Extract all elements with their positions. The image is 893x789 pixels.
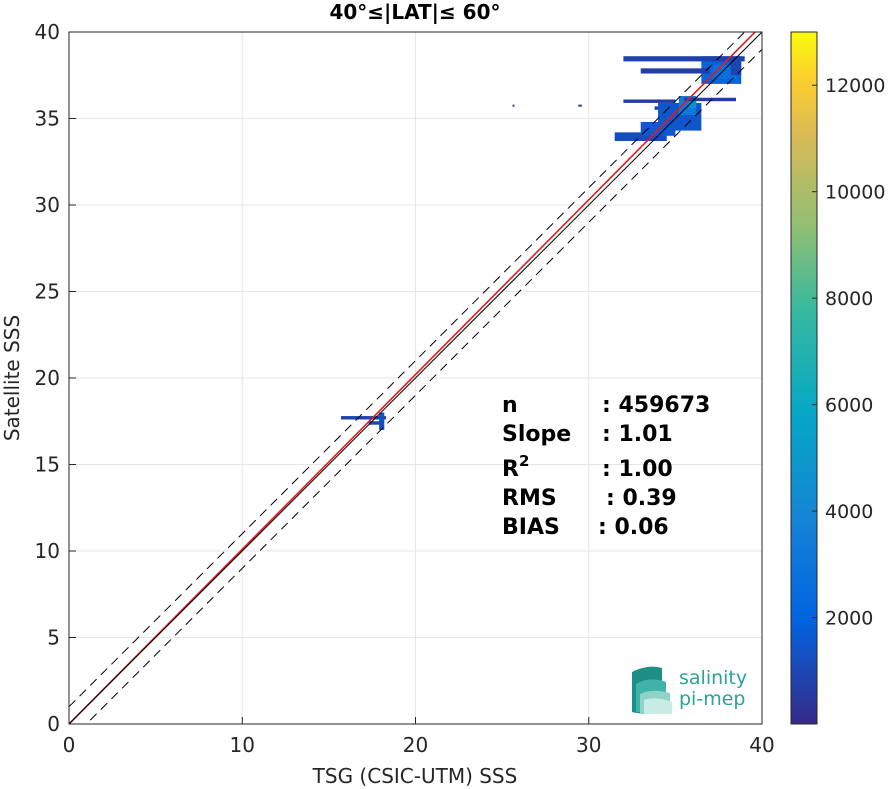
density-cell [379,412,385,430]
stat-rms-label: RMS [502,486,557,511]
density-cell [614,132,667,141]
stat-bias-value: : 0.06 [598,515,669,540]
y-axis: 0 5 10 15 20 25 30 35 40 [35,20,76,736]
salinity-pimep-logo: salinity pi-mep [632,666,747,714]
y-tick-label: 0 [47,712,60,736]
reference-lines [69,32,762,724]
y-tick-label: 40 [35,20,60,44]
y-tick-label: 25 [35,280,60,304]
x-tick-label: 10 [230,733,255,757]
density-cell [368,421,381,425]
colorbar-tick-label: 8000 [825,288,873,310]
colorbar-tick-label: 2000 [825,608,873,630]
density-cell [689,101,697,109]
density-cell [730,57,742,76]
logo-text-pimep: pi-mep [679,688,745,710]
stat-bias-label: BIAS [502,515,560,540]
regression-line [69,32,757,724]
y-tick-label: 5 [47,626,60,650]
y-tick-label: 35 [35,107,60,131]
colorbar [791,32,817,724]
colorbar-tick-label: 10000 [825,182,885,204]
y-axis-label: Satellite SSS [0,315,24,441]
density-cell [512,104,515,107]
colorbar-axis: 2000 4000 6000 8000 10000 12000 [812,75,885,630]
stat-n-label: n [502,393,518,418]
colorbar-tick-label: 4000 [825,501,873,523]
density-cell [578,104,582,107]
wave-logo-icon [632,666,672,714]
colorbar-tick-label: 12000 [825,75,885,97]
density-cell [341,416,387,420]
density-cell [640,68,711,74]
density-cell [684,97,737,102]
density-cell [623,56,745,62]
y-tick-label: 15 [35,453,60,477]
x-tick-label: 40 [749,733,774,757]
stat-slope-label: Slope [502,422,571,447]
density-cell [623,99,676,103]
x-tick-label: 30 [576,733,601,757]
stat-n-value: : 459673 [602,393,710,418]
x-axis-label: TSG (CSIC-UTM) SSS [312,764,518,788]
stat-r2-value: : 1.00 [602,457,673,482]
chart-title: 40°≤|LAT|≤ 60° [329,0,500,24]
one-to-one-line [69,32,762,724]
stats-box: n : 459673 Slope : 1.01 R2 : 1.00 RMS : … [502,393,710,540]
stat-r2-label: R2 [502,452,529,482]
stat-rms-value: : 0.39 [606,486,677,511]
x-tick-label: 0 [63,733,76,757]
x-axis: 0 10 20 30 40 [63,717,775,757]
lower-bound-line [85,48,762,724]
y-tick-label: 20 [35,366,60,390]
x-tick-label: 20 [403,733,428,757]
colorbar-border [790,31,818,725]
logo-text-salinity: salinity [679,667,747,689]
stat-slope-value: : 1.01 [602,422,673,447]
colorbar-tick-label: 6000 [825,395,873,417]
y-tick-label: 30 [35,193,60,217]
y-tick-label: 10 [35,539,60,563]
upper-bound-line [69,32,746,708]
